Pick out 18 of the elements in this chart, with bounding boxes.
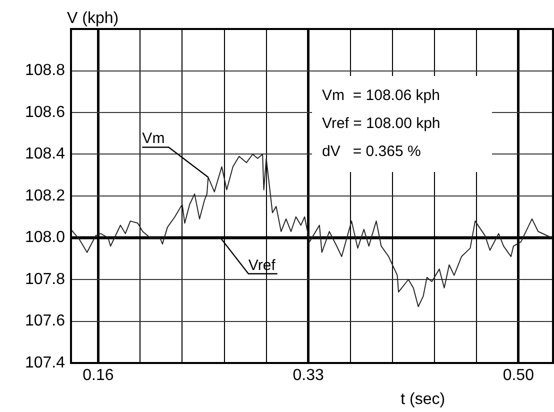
x-tick-label: 0.33: [292, 367, 324, 384]
annotation: dV = 0.365 %: [322, 142, 422, 162]
text: Vm: [142, 130, 165, 148]
y-tick-label: 108.0: [24, 229, 66, 246]
y-tick-label: 107.8: [24, 270, 66, 288]
y-tick-label: 108.8: [24, 62, 66, 80]
x-tick-label: 0.50: [502, 367, 534, 384]
note-box: Vm = 108.06 kph Vref = 108.00 kph dV = 0.365 %: [312, 76, 492, 172]
x-tick-label: 0.16: [82, 367, 114, 384]
y-axis-title: V (kph): [67, 10, 119, 27]
x-axis-title: t (sec): [400, 391, 446, 408]
y-tick-label: 108.2: [24, 187, 66, 204]
y-tick-label: 107.4: [24, 354, 66, 372]
y-tick-label: 107.6: [24, 312, 66, 330]
y-tick-label: 108.6: [24, 104, 66, 121]
annotation: Vm = 108.06 kph: [322, 86, 441, 106]
y-tick-label: 108.4: [24, 146, 66, 163]
annotation: Vref = 108.00 kph: [322, 114, 442, 134]
